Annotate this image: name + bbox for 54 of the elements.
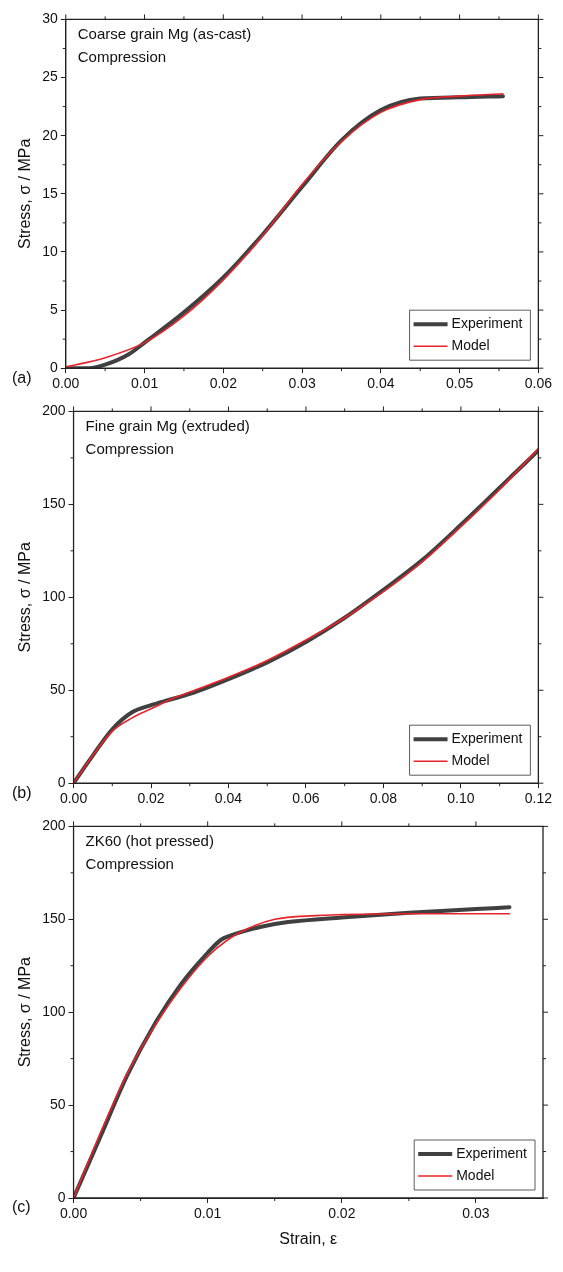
x-tick-label: 0.04: [214, 790, 243, 807]
y-tick-label: 5: [49, 300, 58, 317]
y-axis-title: Stress, σ / MPa: [16, 956, 34, 1068]
x-tick-label: 0.01: [130, 375, 159, 392]
text: (b): [12, 783, 32, 801]
x-tick-label: 0.08: [369, 790, 398, 807]
chart-title: Coarse grain Mg (as-cast): [77, 25, 252, 43]
y-tick-label: 100: [42, 588, 66, 605]
y-tick-label: 25: [42, 68, 58, 85]
legend-label: Experiment: [451, 730, 523, 747]
legend-label: Experiment: [451, 315, 523, 332]
y-tick-label: 150: [42, 495, 66, 512]
x-tick-label: 0.03: [462, 1205, 490, 1222]
chart-title: ZK60 (hot pressed): [85, 832, 214, 850]
text: Compression: [85, 440, 174, 458]
x-tick-label: 0.03: [288, 375, 316, 392]
y-tick-label: 0: [57, 774, 66, 791]
x-tick-label: 0.05: [445, 375, 474, 392]
legend-label: Model: [456, 1166, 495, 1183]
y-tick-label: 50: [49, 1095, 66, 1112]
y-tick-label: 150: [42, 910, 66, 927]
y-tick-label: 0: [49, 359, 58, 376]
x-axis-title: Strain, ε: [279, 1229, 338, 1247]
x-tick-label: 0.12: [524, 790, 553, 807]
legend-label: Model: [451, 337, 490, 354]
y-tick-label: 20: [42, 126, 58, 143]
legend-label: Model: [451, 752, 490, 769]
y-axis-title: Stress, σ / MPa: [16, 138, 34, 249]
text: (c): [12, 1198, 31, 1216]
y-tick-label: 100: [42, 1003, 66, 1020]
y-axis-title: Stress, σ / MPa: [16, 542, 34, 653]
y-tick-label: 200: [42, 817, 66, 834]
x-tick-label: 0.04: [367, 375, 395, 392]
x-tick-label: 0.06: [292, 790, 320, 807]
x-tick-label: 0.02: [137, 790, 165, 807]
y-tick-label: 0: [57, 1188, 66, 1205]
y-tick-label: 50: [49, 681, 66, 698]
y-tick-label: 10: [42, 242, 58, 259]
x-tick-label: 0.00: [59, 790, 88, 807]
y-tick-label: 200: [42, 402, 66, 419]
y-tick-label: 15: [42, 184, 58, 201]
chart-title: Fine grain Mg (extruded): [85, 417, 250, 435]
x-tick-label: 0.06: [524, 375, 553, 392]
x-tick-label: 0.02: [328, 1205, 356, 1222]
x-tick-label: 0.02: [209, 375, 238, 392]
x-tick-label: 0.00: [52, 375, 80, 392]
legend-label: Experiment: [456, 1144, 528, 1161]
text: Compression: [85, 855, 174, 873]
x-tick-label: 0.01: [194, 1205, 222, 1222]
text: (a): [12, 368, 32, 386]
y-tick-label: 30: [42, 10, 58, 27]
x-tick-label: 0.10: [447, 790, 475, 807]
x-tick-label: 0.00: [59, 1205, 88, 1222]
text: Compression: [77, 48, 167, 66]
